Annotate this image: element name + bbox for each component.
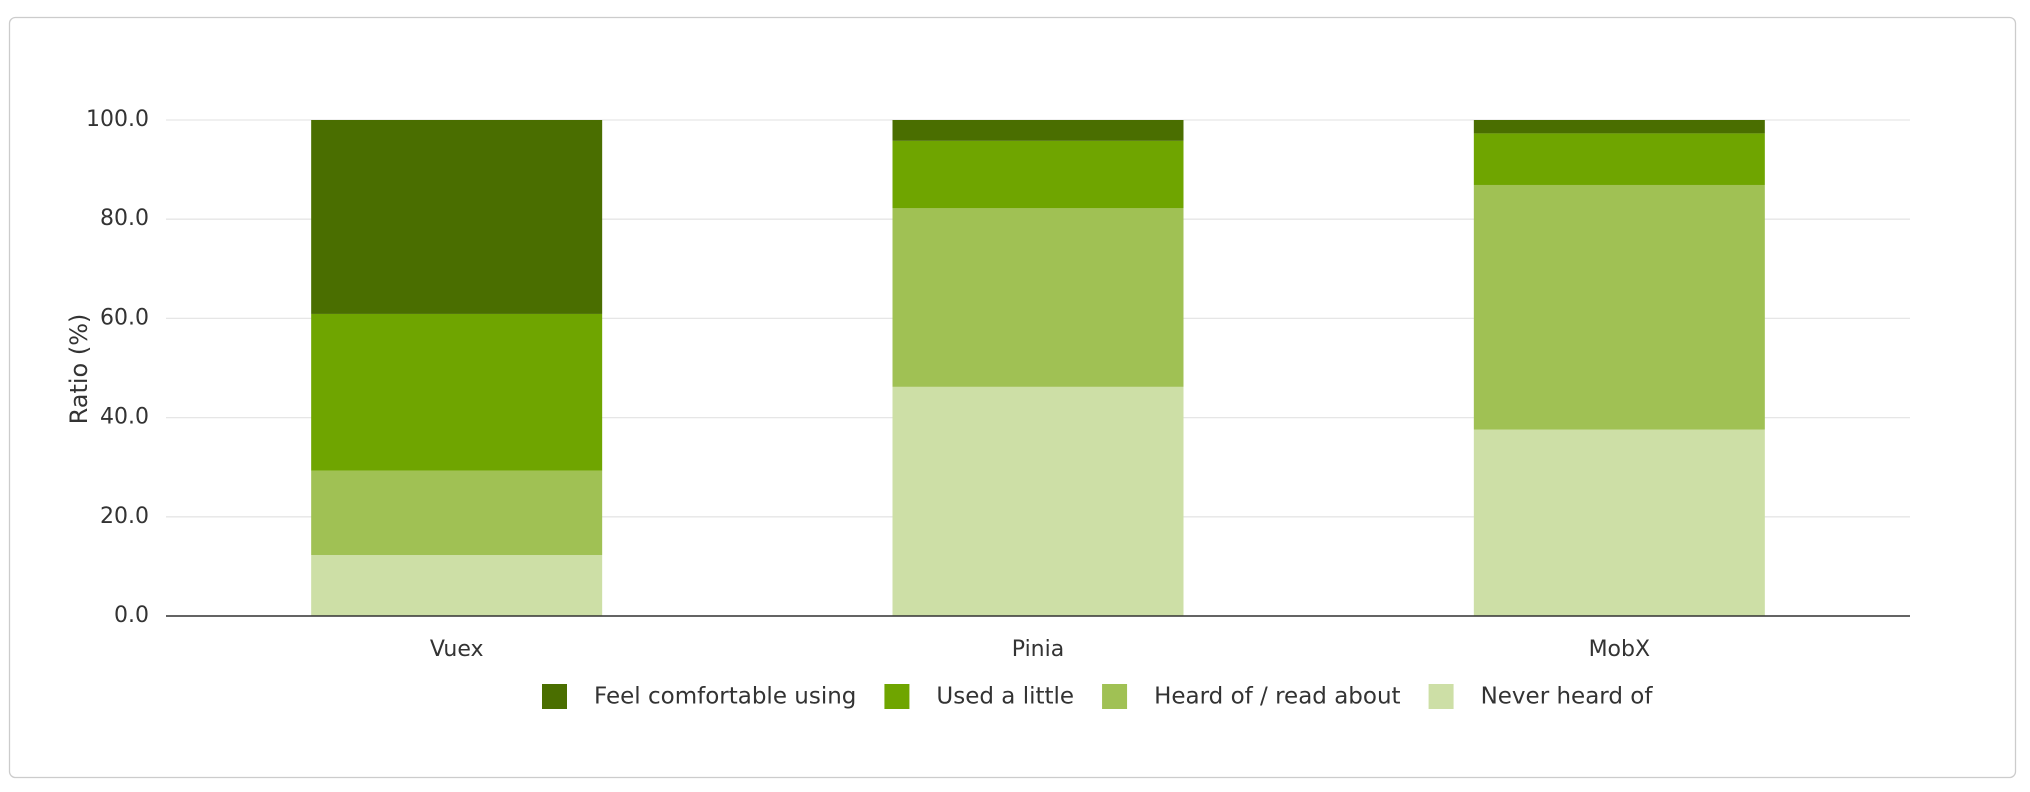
- legend-label: Used a little: [936, 684, 1074, 710]
- y-tick-label: 80.0: [100, 206, 149, 231]
- y-tick-label: 0.0: [114, 603, 149, 628]
- bar-segment: [892, 120, 1184, 141]
- bar-segment: [311, 470, 603, 555]
- legend-swatch: [884, 684, 910, 709]
- legend-label: Heard of / read about: [1154, 684, 1401, 710]
- legend-swatch: [542, 684, 567, 709]
- bar-segment: [1473, 133, 1765, 185]
- bar-segment: [1473, 120, 1765, 134]
- x-tick-label: Pinia: [1012, 637, 1064, 662]
- x-tick-label: MobX: [1589, 637, 1650, 662]
- bar-segment: [311, 313, 603, 471]
- legend-label: Never heard of: [1481, 684, 1654, 710]
- bar-segment: [311, 554, 603, 616]
- x-tick-label: Vuex: [430, 637, 484, 662]
- y-tick-label: 100.0: [86, 107, 149, 132]
- legend-swatch: [1102, 684, 1128, 709]
- bar-segment: [892, 386, 1184, 616]
- legend-label: Feel comfortable using: [594, 684, 856, 710]
- y-tick-label: 40.0: [100, 405, 149, 430]
- bar-segment: [1473, 184, 1765, 430]
- legend-swatch: [1428, 684, 1454, 709]
- bar-segment: [311, 120, 603, 314]
- y-tick-label: 60.0: [100, 305, 149, 330]
- y-tick-label: 20.0: [100, 504, 149, 529]
- bar-segment: [892, 140, 1184, 209]
- bar-segment: [1473, 429, 1765, 616]
- bar-segment: [892, 208, 1184, 387]
- y-axis-title: Ratio (%): [65, 314, 93, 425]
